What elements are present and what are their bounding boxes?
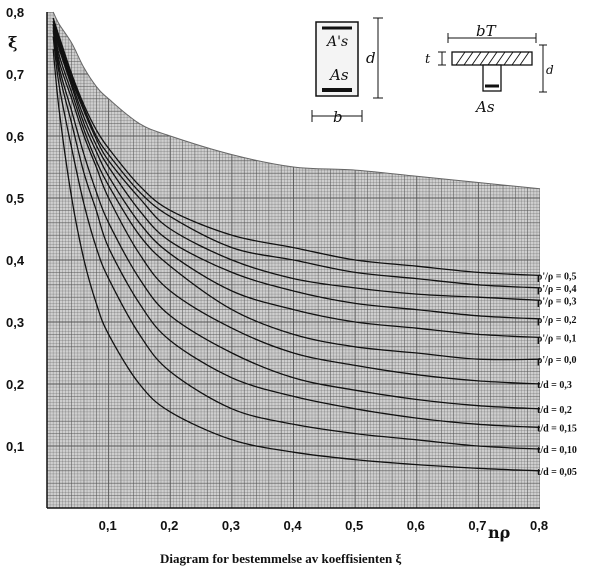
envelope-line bbox=[52, 11, 541, 190]
x-tick-label: 0,3 bbox=[222, 518, 240, 533]
series-label-6: t/d = 0,3 bbox=[537, 380, 572, 391]
width-label: b bbox=[333, 108, 343, 126]
series-line-3 bbox=[52, 21, 541, 320]
x-tick-label: 0,7 bbox=[468, 518, 486, 533]
series-label-7: t/d = 0,2 bbox=[537, 405, 572, 416]
series-label-5: ρ'/ρ = 0,0 bbox=[537, 355, 576, 366]
x-tick-label: 0,6 bbox=[407, 518, 425, 533]
y-tick-label: 0,7 bbox=[6, 67, 24, 82]
series-label-9: t/d = 0,10 bbox=[537, 445, 577, 456]
x-tick-label: 0,8 bbox=[530, 518, 548, 533]
envelope-curve bbox=[52, 11, 541, 190]
x-axis-label: nρ bbox=[488, 523, 510, 542]
series-line-10 bbox=[52, 49, 541, 472]
compression-steel-label: A's bbox=[325, 34, 348, 50]
series-label-2: ρ'/ρ = 0,3 bbox=[537, 296, 576, 307]
series-line-8 bbox=[52, 30, 541, 429]
chart-title: Diagram for bestemmelse av koeffisienten… bbox=[160, 551, 402, 566]
series-label-1: ρ'/ρ = 0,4 bbox=[537, 284, 576, 295]
depth-label: d bbox=[366, 49, 376, 67]
inset-t-section: bT As t d bbox=[425, 22, 554, 116]
y-tick-label: 0,1 bbox=[6, 439, 24, 454]
series-line-7 bbox=[52, 27, 541, 410]
y-tick-label: 0,4 bbox=[6, 253, 25, 268]
y-tick-label: 0,5 bbox=[6, 191, 24, 206]
y-tick-label: 0,6 bbox=[6, 129, 24, 144]
series-line-5 bbox=[52, 24, 541, 361]
series-label-3: ρ'/ρ = 0,2 bbox=[537, 315, 576, 326]
flange-hatch bbox=[455, 51, 530, 66]
series-label-4: ρ'/ρ = 0,1 bbox=[537, 334, 576, 345]
t-steel-label: As bbox=[474, 98, 495, 116]
series-label-10: t/d = 0,05 bbox=[537, 467, 577, 478]
y-axis-label: ξ bbox=[8, 33, 17, 52]
series-group bbox=[52, 18, 541, 472]
x-tick-label: 0,2 bbox=[160, 518, 178, 533]
series-line-6 bbox=[52, 24, 541, 385]
y-tick-label: 0,8 bbox=[6, 5, 24, 20]
x-tick-label: 0,4 bbox=[284, 518, 303, 533]
x-tick-label: 0,5 bbox=[345, 518, 363, 533]
t-depth-label: d bbox=[546, 63, 554, 77]
series-line-4 bbox=[52, 24, 541, 339]
flange-thickness-label: t bbox=[425, 52, 431, 67]
y-tick-label: 0,2 bbox=[6, 377, 24, 392]
y-tick-label: 0,3 bbox=[6, 315, 24, 330]
series-line-1 bbox=[52, 18, 541, 289]
series-label-0: ρ'/ρ = 0,5 bbox=[537, 272, 576, 283]
series-line-0 bbox=[52, 18, 541, 277]
x-tick-label: 0,1 bbox=[99, 518, 117, 533]
rect-section-outline bbox=[315, 21, 359, 97]
series-line-9 bbox=[52, 36, 541, 450]
inset-rect-section: A's As d b bbox=[311, 17, 383, 126]
series-line-2 bbox=[52, 21, 541, 301]
tension-steel-label: As bbox=[328, 66, 349, 84]
series-labels: ρ'/ρ = 0,5ρ'/ρ = 0,4ρ'/ρ = 0,3 ρ'/ρ = 0,2… bbox=[537, 272, 577, 478]
flange-width-label: bT bbox=[476, 22, 497, 40]
tick-labels: 0,1 0,2 0,3 0,4 0,5 0,6 0,7 0,8 0,1 0,2 0,3 0,4 0,5 0… bbox=[6, 5, 548, 533]
series-label-8: t/d = 0,15 bbox=[537, 423, 577, 434]
